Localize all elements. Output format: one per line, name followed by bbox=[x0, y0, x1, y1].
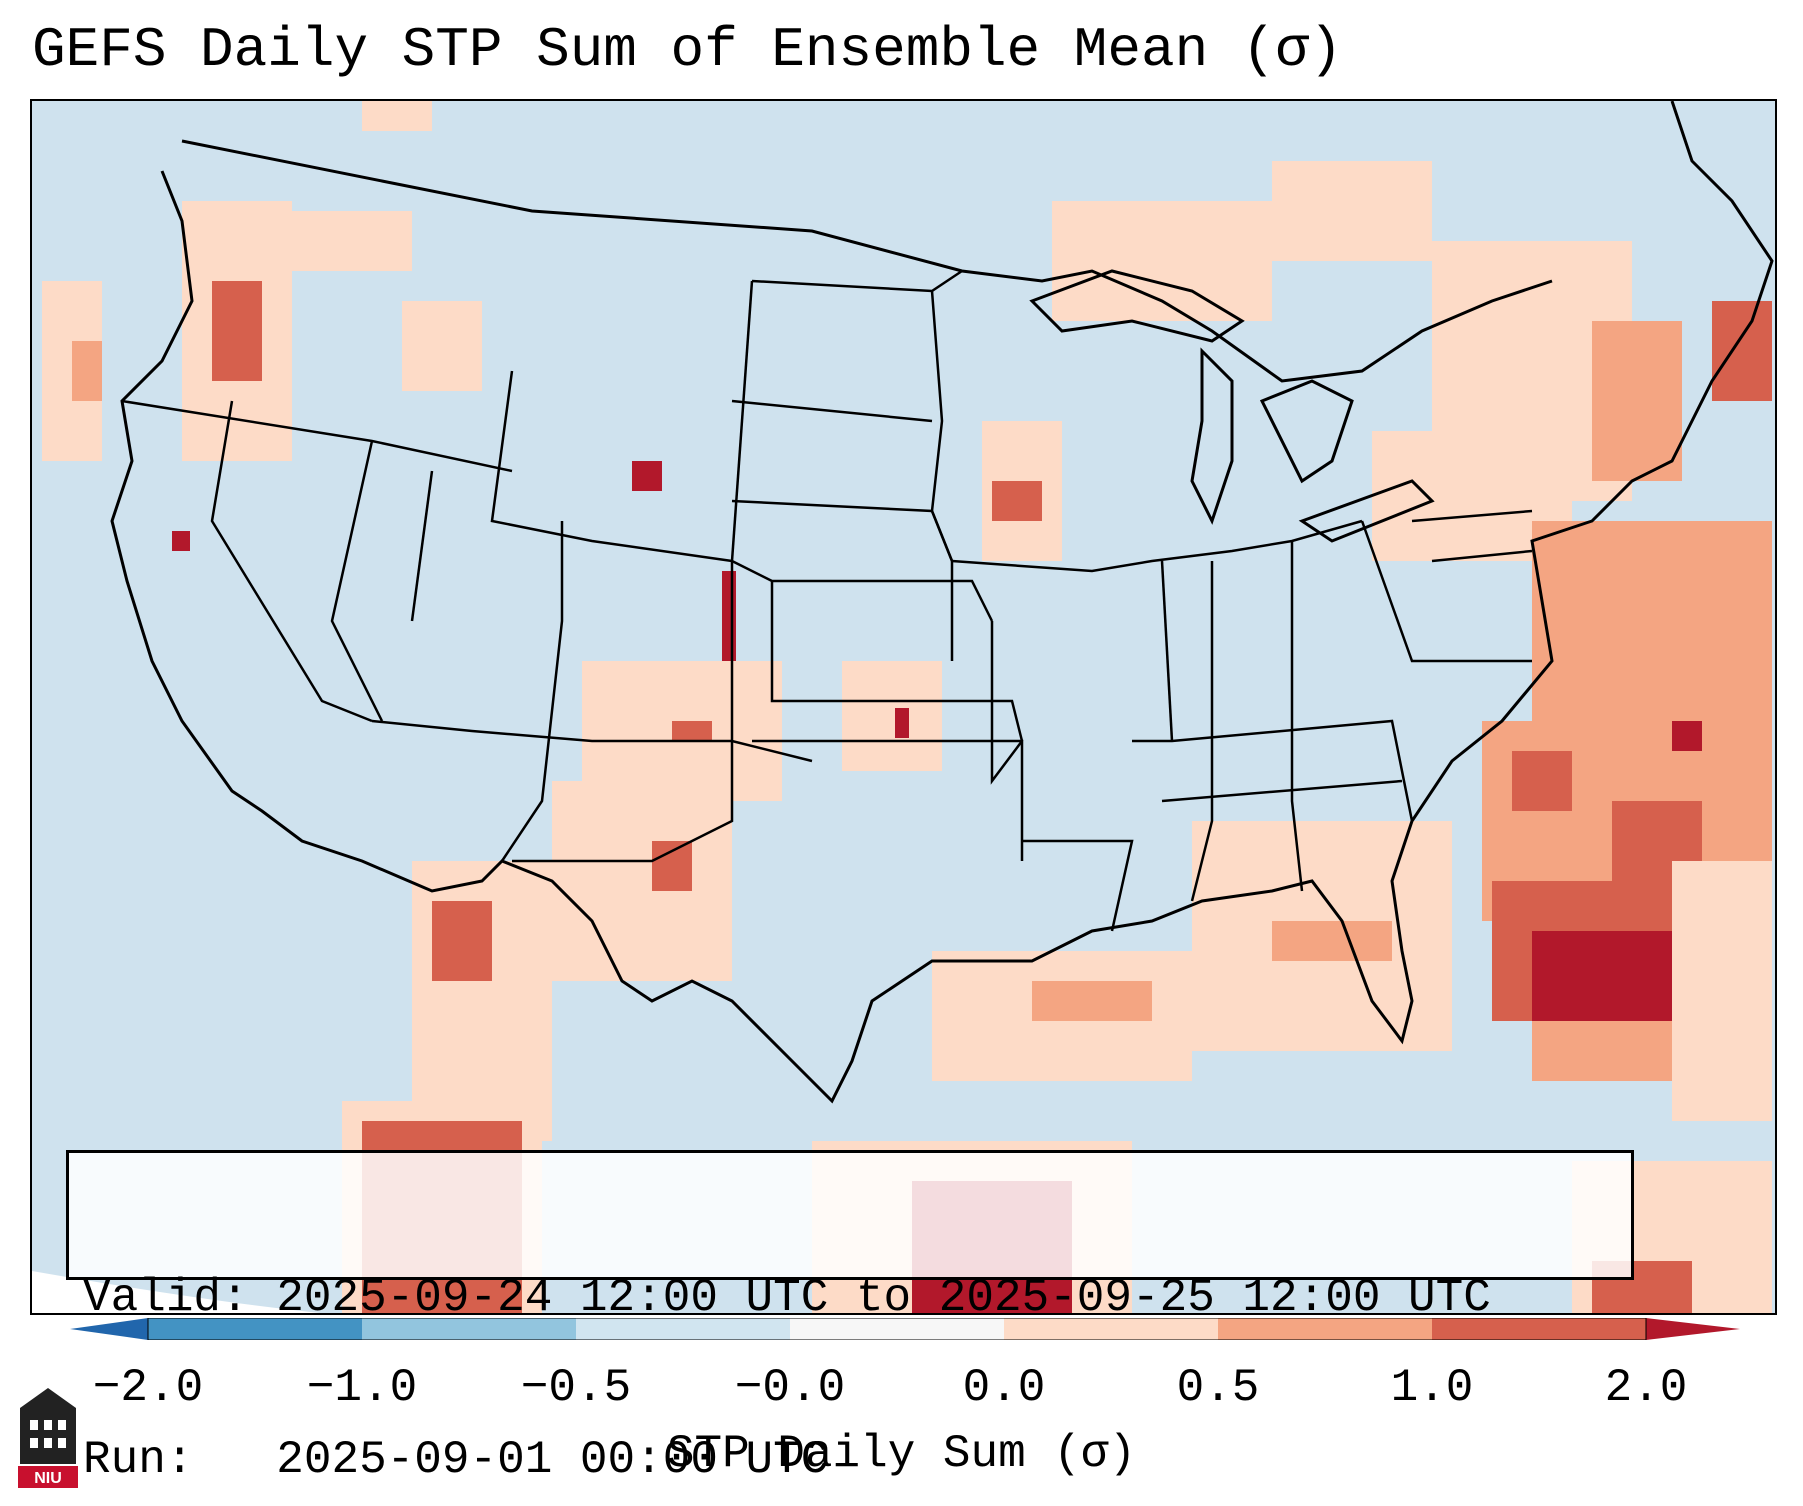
anomaly-cell bbox=[212, 281, 262, 381]
us-outline bbox=[110, 101, 1774, 1104]
projection-edge bbox=[32, 1271, 320, 1313]
anomaly-cell bbox=[432, 901, 492, 981]
colorbar-left-extend bbox=[70, 1318, 148, 1340]
valid-label: Valid: bbox=[83, 1272, 249, 1324]
run-time: 2025-09-01 00:00 UTC bbox=[276, 1434, 829, 1486]
colorbar-segment bbox=[148, 1318, 362, 1340]
anomaly-cell bbox=[72, 341, 102, 401]
anomaly-cell bbox=[552, 781, 732, 981]
logo-text: NIU bbox=[34, 1470, 62, 1487]
anomaly-cell bbox=[1592, 321, 1682, 481]
anomaly-cell bbox=[1712, 301, 1772, 401]
colorbar-segment bbox=[576, 1318, 790, 1340]
map-panel bbox=[30, 99, 1777, 1315]
colorbar-tick-label: −0.5 bbox=[520, 1362, 632, 1414]
colorbar-tick-label: 0.0 bbox=[962, 1362, 1046, 1414]
colorbar-right-extend bbox=[1646, 1318, 1740, 1340]
anomaly-cell bbox=[1032, 981, 1152, 1021]
anomaly-cell bbox=[1272, 921, 1392, 961]
anomaly-cell bbox=[402, 301, 482, 391]
anomaly-cell bbox=[1672, 721, 1702, 751]
anomaly-cell bbox=[652, 841, 692, 891]
anomaly-cell bbox=[992, 481, 1042, 521]
canada-border bbox=[181, 139, 1553, 383]
map-title: GEFS Daily STP Sum of Ensemble Mean (σ) bbox=[32, 18, 1343, 82]
anomaly-cell bbox=[1272, 161, 1432, 261]
valid-time-box: Valid: 2025-09-24 12:00 UTC to 2025-09-2… bbox=[66, 1150, 1634, 1486]
anomaly-cell bbox=[362, 101, 432, 131]
run-label: Run: bbox=[83, 1434, 194, 1486]
colorbar-segment bbox=[1432, 1318, 1646, 1340]
colorbar-segment bbox=[1218, 1318, 1432, 1340]
anomaly-cell bbox=[1052, 201, 1272, 321]
run-line: Run: 2025-09-01 00:00 UTC bbox=[83, 1433, 1617, 1487]
state-boundaries bbox=[121, 269, 1533, 932]
anomaly-cell bbox=[722, 571, 736, 661]
colorbar-tick-label: 1.0 bbox=[1390, 1362, 1474, 1414]
valid-range: 2025-09-24 12:00 UTC to 2025-09-25 12:00… bbox=[276, 1272, 1491, 1324]
colorbar-segment bbox=[362, 1318, 576, 1340]
great-lakes bbox=[1029, 269, 1435, 543]
colorbar-tick-label: 2.0 bbox=[1604, 1362, 1688, 1414]
anomaly-cell bbox=[172, 531, 190, 551]
colorbar-tick-label: −0.0 bbox=[734, 1362, 846, 1414]
anomaly-cell bbox=[632, 461, 662, 491]
niu-university-logo-icon: NIU bbox=[18, 1388, 78, 1488]
anomaly-cell bbox=[842, 661, 942, 771]
colorbar-tick-label: −1.0 bbox=[306, 1362, 418, 1414]
valid-line: Valid: 2025-09-24 12:00 UTC to 2025-09-2… bbox=[83, 1271, 1617, 1325]
colorbar-segment bbox=[790, 1318, 1004, 1340]
colorbar bbox=[70, 1318, 1740, 1340]
colorbar-label: STP Daily Sum (σ) bbox=[666, 1428, 1137, 1480]
anomaly-cell bbox=[292, 211, 412, 271]
anomaly-cell bbox=[672, 721, 712, 741]
map-canvas bbox=[32, 101, 1775, 1313]
colorbar-tick-label: 0.5 bbox=[1176, 1362, 1260, 1414]
colorbar-tick-label: −2.0 bbox=[92, 1362, 204, 1414]
anomaly-cell bbox=[1672, 861, 1772, 1121]
colorbar-segment bbox=[1004, 1318, 1218, 1340]
anomaly-cell bbox=[895, 708, 909, 738]
anomaly-cell bbox=[1512, 751, 1572, 811]
